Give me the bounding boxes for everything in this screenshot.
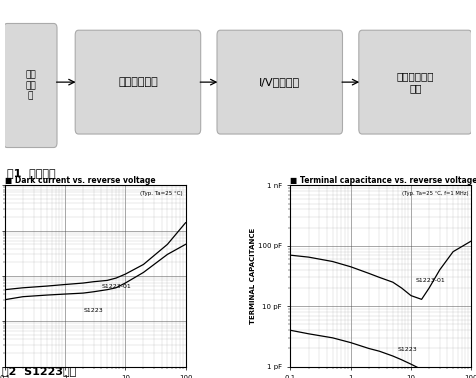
FancyBboxPatch shape (359, 30, 472, 134)
Text: I/V转换模块: I/V转换模块 (259, 77, 300, 87)
FancyBboxPatch shape (75, 30, 201, 134)
Text: 图2  S1223特性: 图2 S1223特性 (2, 366, 77, 376)
Text: S1223-01: S1223-01 (416, 278, 446, 283)
Text: ■ Dark current vs. reverse voltage: ■ Dark current vs. reverse voltage (5, 176, 155, 184)
Text: S1223: S1223 (83, 308, 103, 313)
Text: 图1  系统框图: 图1 系统框图 (7, 167, 56, 178)
Text: 带宽补偿模块: 带宽补偿模块 (118, 77, 158, 87)
Y-axis label: TERMINAL CAPACITANCE: TERMINAL CAPACITANCE (250, 228, 256, 324)
Text: S1223: S1223 (397, 347, 417, 352)
Text: S1223-01: S1223-01 (101, 284, 131, 289)
Text: (Typ. Ta=25 °C, f=1 MHz): (Typ. Ta=25 °C, f=1 MHz) (402, 191, 468, 196)
FancyBboxPatch shape (4, 23, 57, 147)
FancyBboxPatch shape (217, 30, 343, 134)
Text: (Typ. Ta=25 °C): (Typ. Ta=25 °C) (140, 191, 183, 197)
Text: 信号调理输出
模块: 信号调理输出 模块 (397, 71, 434, 93)
Text: 传感
器偏
置: 传感 器偏 置 (25, 71, 36, 101)
Text: ■ Terminal capacitance vs. reverse voltage: ■ Terminal capacitance vs. reverse volta… (290, 176, 476, 184)
